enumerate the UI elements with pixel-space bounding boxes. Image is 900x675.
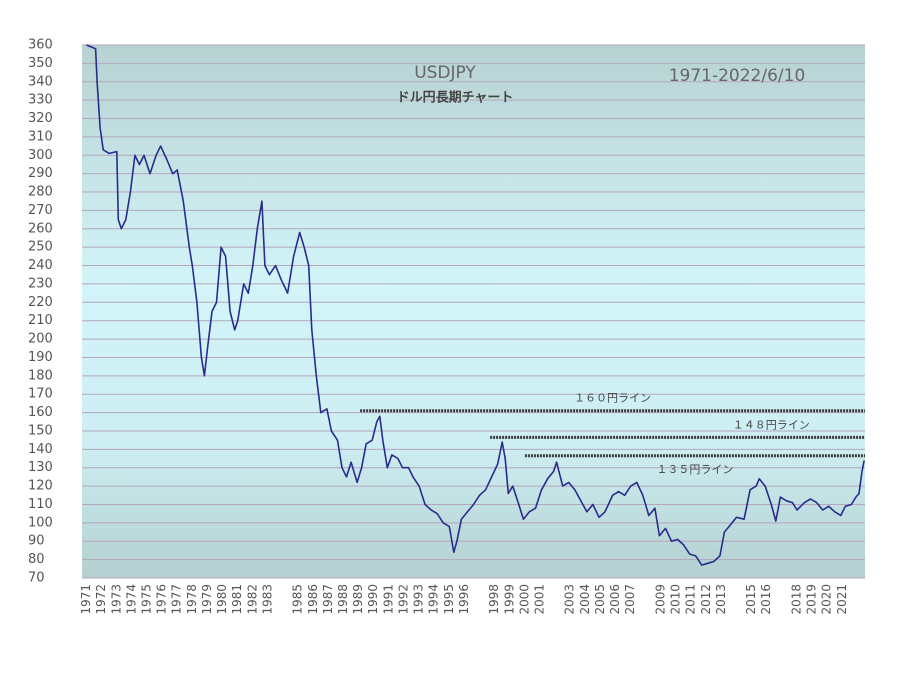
x-tick-label: 1977 xyxy=(170,584,184,615)
y-tick-label: 260 xyxy=(28,221,53,236)
x-tick-label: 1999 xyxy=(502,584,516,615)
y-tick-label: 80 xyxy=(28,552,45,567)
x-tick-label: 1971 xyxy=(79,584,93,615)
x-tick-label: 1996 xyxy=(457,584,471,615)
y-tick-label: 300 xyxy=(28,148,53,163)
x-tick-label: 1973 xyxy=(109,584,123,615)
x-tick-label: 1974 xyxy=(124,584,138,615)
x-tick-label: 2016 xyxy=(759,584,773,615)
y-tick-label: 240 xyxy=(28,258,53,273)
x-tick-label: 2011 xyxy=(684,584,698,615)
y-tick-label: 100 xyxy=(28,515,53,530)
x-tick-label: 2000 xyxy=(517,584,531,615)
date-label: 1971-2022/6/10 xyxy=(669,66,806,86)
x-tick-label: 2021 xyxy=(835,584,849,615)
x-tick-label: 2018 xyxy=(789,584,803,615)
y-tick-label: 120 xyxy=(28,479,53,494)
x-tick-label: 1989 xyxy=(351,584,365,615)
y-tick-label: 340 xyxy=(28,74,53,89)
x-tick-label: 1998 xyxy=(487,584,501,615)
x-tick-label: 2004 xyxy=(578,584,592,615)
y-tick-label: 250 xyxy=(28,240,53,255)
y-tick-label: 180 xyxy=(28,368,53,383)
x-tick-label: 2019 xyxy=(805,584,819,615)
x-tick-label: 1987 xyxy=(321,584,335,615)
y-tick-label: 200 xyxy=(28,332,53,347)
x-tick-label: 2006 xyxy=(608,584,622,615)
x-tick-label: 2003 xyxy=(563,584,577,615)
x-tick-label: 1990 xyxy=(366,584,380,615)
y-tick-label: 330 xyxy=(28,93,53,108)
y-tick-label: 350 xyxy=(28,56,53,71)
y-tick-label: 150 xyxy=(28,423,53,438)
price-line xyxy=(86,44,865,566)
y-tick-label: 310 xyxy=(28,129,53,144)
y-tick-label: 280 xyxy=(28,185,53,200)
chart-title: USDJPY xyxy=(414,63,476,83)
x-tick-label: 2005 xyxy=(593,584,607,615)
x-tick-label: 1972 xyxy=(94,584,108,615)
x-tick-label: 1976 xyxy=(155,584,169,615)
x-tick-label: 2010 xyxy=(669,584,683,615)
x-tick-label: 1995 xyxy=(442,584,456,615)
y-tick-label: 90 xyxy=(28,534,45,549)
chart-subtitle: ドル円長期チャート xyxy=(397,91,514,106)
reference-label: １３５円ライン xyxy=(656,463,733,476)
y-tick-label: 160 xyxy=(28,405,53,420)
y-tick-label: 220 xyxy=(28,295,53,310)
y-tick-label: 210 xyxy=(28,313,53,328)
y-tick-label: 190 xyxy=(28,350,53,365)
y-tick-label: 130 xyxy=(28,460,53,475)
x-tick-label: 1992 xyxy=(396,584,410,615)
x-tick-label: 2012 xyxy=(699,584,713,615)
x-tick-label: 1979 xyxy=(200,584,214,615)
x-tick-label: 1975 xyxy=(139,584,153,615)
x-tick-label: 1980 xyxy=(215,584,229,615)
y-tick-label: 70 xyxy=(28,571,45,586)
y-tick-label: 230 xyxy=(28,276,53,291)
x-tick-label: 1978 xyxy=(185,584,199,615)
y-tick-label: 140 xyxy=(28,442,53,457)
y-tick-label: 170 xyxy=(28,387,53,402)
y-tick-label: 110 xyxy=(28,497,53,512)
x-tick-label: 2001 xyxy=(533,584,547,615)
reference-label: １４８円ライン xyxy=(733,418,810,431)
y-tick-label: 360 xyxy=(28,38,53,53)
x-tick-label: 1994 xyxy=(427,584,441,615)
x-tick-label: 1988 xyxy=(336,584,350,615)
x-tick-label: 2007 xyxy=(623,584,637,615)
x-tick-label: 1983 xyxy=(260,584,274,615)
reference-label: １６０円ライン xyxy=(574,392,651,405)
x-tick-label: 2013 xyxy=(714,584,728,615)
x-tick-label: 1986 xyxy=(306,584,320,615)
y-tick-label: 270 xyxy=(28,203,53,218)
x-tick-label: 1993 xyxy=(412,584,426,615)
x-tick-label: 1981 xyxy=(230,584,244,615)
y-tick-label: 320 xyxy=(28,111,53,126)
x-tick-label: 2009 xyxy=(653,584,667,615)
x-tick-label: 1985 xyxy=(291,584,305,615)
x-tick-label: 1982 xyxy=(245,584,259,615)
x-tick-label: 2015 xyxy=(744,584,758,615)
y-tick-label: 290 xyxy=(28,166,53,181)
plot-area xyxy=(82,45,865,578)
x-tick-label: 2020 xyxy=(820,584,834,615)
x-tick-label: 1991 xyxy=(381,584,395,615)
